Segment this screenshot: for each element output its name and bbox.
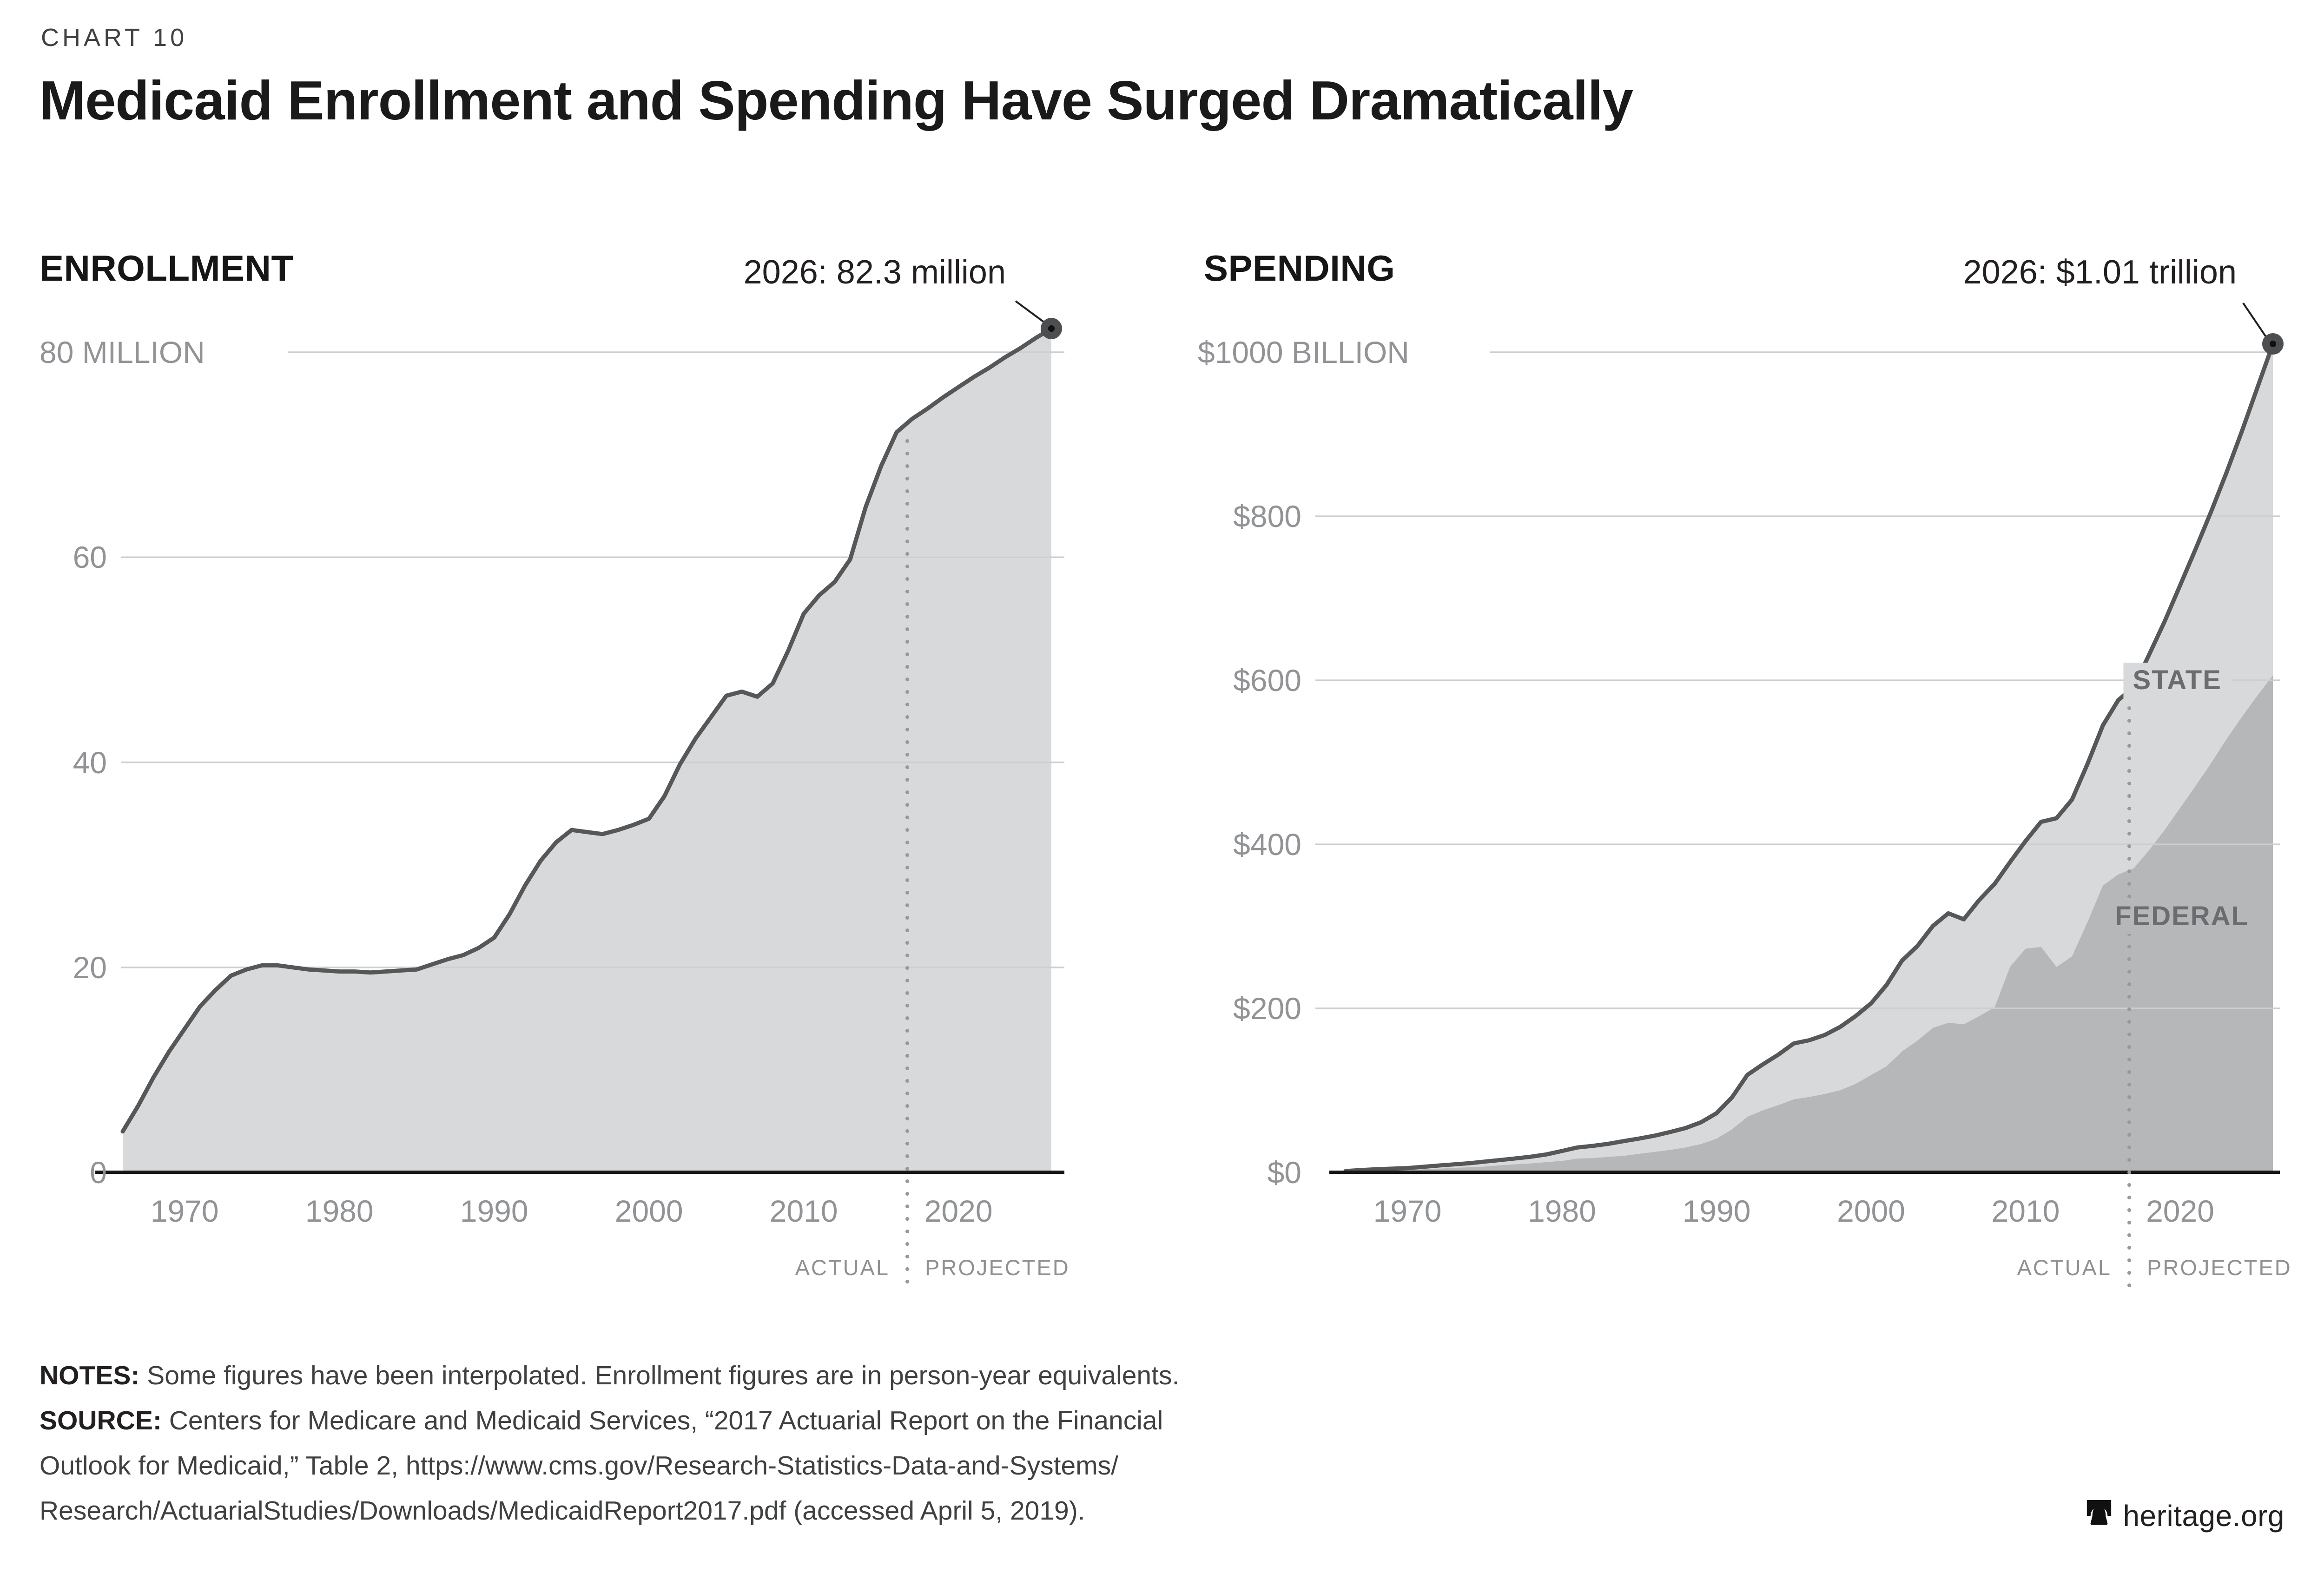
page-title: Medicaid Enrollment and Spending Have Su… — [40, 70, 1633, 132]
projected-label: PROJECTED — [2147, 1255, 2292, 1280]
heritage-bell-icon — [2087, 1500, 2112, 1525]
annotation-spending-2026: 2026: $1.01 trillion — [1963, 254, 2237, 291]
x-tick-label: 2020 — [924, 1194, 993, 1228]
area-label-state: STATE — [2123, 663, 2231, 698]
annotation-connector-line — [1015, 300, 1049, 326]
y-tick-label: $600 — [1233, 663, 1301, 698]
enrollment-area-chart — [120, 300, 1064, 1172]
actual-label: ACTUAL — [795, 1255, 890, 1280]
y-tick-label: 80 MILLION — [40, 335, 205, 369]
y-tick-label: 0 — [90, 1155, 107, 1190]
y-tick-label: $0 — [1267, 1155, 1301, 1190]
x-tick-label: 1970 — [150, 1194, 219, 1228]
x-axis-line — [95, 1171, 1064, 1174]
panel-title-spending: SPENDING — [1204, 248, 1395, 289]
projected-label: PROJECTED — [925, 1255, 1070, 1280]
x-tick-label: 2010 — [1991, 1194, 2060, 1228]
federal-area-fill — [1346, 675, 2273, 1172]
x-tick-label: 2000 — [1837, 1194, 1905, 1228]
y-tick-label: $800 — [1233, 499, 1301, 533]
end-point-dot-center — [2270, 341, 2276, 347]
x-tick-label: 1980 — [1528, 1194, 1596, 1228]
y-tick-label: 20 — [73, 950, 107, 985]
y-tick-label: $1000 BILLION — [1198, 335, 1409, 369]
notes-text: Some figures have been interpolated. Enr… — [139, 1361, 1180, 1390]
x-tick-label: 2020 — [2146, 1194, 2214, 1228]
source-label: SOURCE: — [40, 1406, 162, 1435]
x-tick-label: 1970 — [1373, 1194, 1442, 1228]
enrollment-line — [120, 326, 1054, 1134]
spending-stacked-area-chart — [1315, 302, 2284, 1173]
footer-notes: NOTES: Some figures have been interpolat… — [40, 1353, 1179, 1534]
end-point-dot-center — [1048, 325, 1055, 332]
x-tick-label: 1980 — [305, 1194, 374, 1228]
annotation-connector-line — [2242, 302, 2268, 340]
x-tick-label: 1990 — [460, 1194, 528, 1228]
source-line-2: Outlook for Medicaid,” Table 2, https://… — [40, 1451, 1118, 1481]
area-label-federal: FEDERAL — [2106, 899, 2258, 934]
source-line-3: Research/ActuarialStudies/Downloads/Medi… — [40, 1496, 1085, 1526]
y-tick-label: 40 — [73, 745, 107, 780]
source-line-1: SOURCE: Centers for Medicare and Medicai… — [40, 1398, 1179, 1443]
brand-url: heritage.org — [2123, 1499, 2284, 1533]
actual-projected-divider — [2127, 702, 2131, 1292]
spending-total-line — [1343, 342, 2275, 1173]
x-tick-label: 2010 — [769, 1194, 838, 1228]
chart-kicker: CHART 10 — [41, 24, 188, 52]
y-tick-label: $200 — [1233, 991, 1301, 1026]
panel-title-enrollment: ENROLLMENT — [40, 248, 294, 289]
x-axis-line — [1329, 1171, 2280, 1174]
notes-line: NOTES: Some figures have been interpolat… — [40, 1361, 1179, 1390]
annotation-enrollment-2026: 2026: 82.3 million — [743, 254, 1006, 291]
enrollment-area-fill — [123, 329, 1051, 1172]
source-text-1: Centers for Medicare and Medicaid Servic… — [161, 1406, 1163, 1435]
y-tick-label: $400 — [1233, 827, 1301, 862]
x-tick-label: 2000 — [614, 1194, 683, 1228]
x-tick-label: 1990 — [1682, 1194, 1751, 1228]
notes-label: NOTES: — [40, 1361, 140, 1390]
actual-projected-divider — [905, 434, 909, 1292]
y-tick-label: 60 — [73, 540, 107, 575]
heritage-branding: heritage.org — [2086, 1499, 2284, 1533]
gridlines — [1315, 351, 2280, 1009]
actual-label: ACTUAL — [2017, 1255, 2112, 1280]
